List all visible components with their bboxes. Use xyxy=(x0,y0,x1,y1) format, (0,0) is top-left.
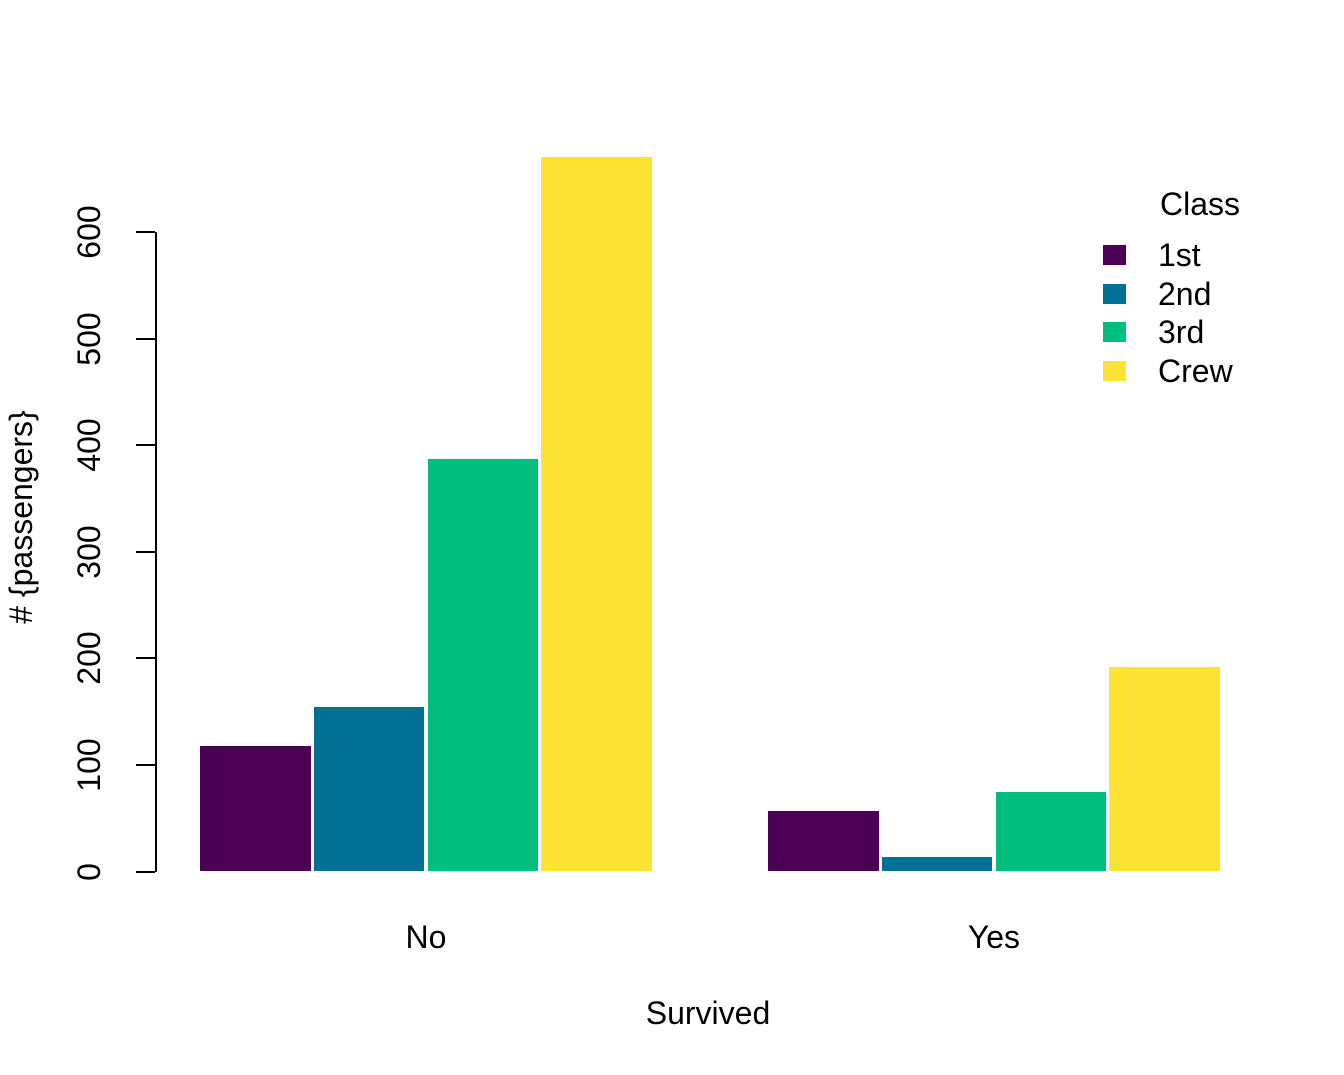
legend-label: 3rd xyxy=(1158,314,1205,351)
y-axis-tick xyxy=(136,444,155,447)
legend-swatch-3rd xyxy=(1103,322,1126,343)
x-category-label-no: No xyxy=(405,918,447,955)
y-axis-tick xyxy=(136,231,155,234)
bar-yes-3rd xyxy=(995,791,1107,872)
bar-no-3rd xyxy=(427,459,539,872)
legend-title: Class xyxy=(1160,186,1241,222)
y-axis-title: # {passengers} xyxy=(3,410,39,624)
y-axis-tick-label: 400 xyxy=(71,418,107,472)
legend-swatch-2nd xyxy=(1103,283,1126,304)
y-axis-tick xyxy=(136,763,155,766)
legend-label: 1st xyxy=(1158,237,1201,273)
y-axis-tick xyxy=(136,657,155,660)
bar-no-2nd xyxy=(313,707,425,872)
legend-item-2nd: 2nd xyxy=(1103,275,1212,312)
y-axis-tick xyxy=(136,870,155,873)
bar-yes-crew xyxy=(1109,666,1220,872)
y-axis-tick-label: 500 xyxy=(71,311,107,366)
legend-swatch-1st xyxy=(1103,245,1126,265)
bar-yes-2nd xyxy=(881,856,993,872)
bar-no-crew xyxy=(541,157,652,872)
y-axis-tick-label: 100 xyxy=(71,738,107,792)
y-axis-tick-label: 600 xyxy=(71,205,107,259)
bar-no-1st xyxy=(200,745,311,872)
x-category-label-yes: Yes xyxy=(967,918,1021,955)
bar-yes-1st xyxy=(768,810,879,872)
x-axis-title: Survived xyxy=(645,995,771,1031)
y-axis-tick xyxy=(136,550,155,553)
legend-swatch-crew xyxy=(1103,361,1126,382)
legend-label: Crew xyxy=(1158,353,1233,390)
y-axis-tick-label: 200 xyxy=(71,631,107,686)
y-axis-tick-label: 300 xyxy=(71,525,107,579)
legend-item-3rd: 3rd xyxy=(1103,314,1205,351)
legend-label: 2nd xyxy=(1158,275,1212,312)
y-axis-tick xyxy=(136,337,155,340)
y-axis-tick-label: 0 xyxy=(71,862,107,881)
y-axis-line xyxy=(155,232,157,873)
legend-item-1st: 1st xyxy=(1103,237,1201,273)
legend-item-crew: Crew xyxy=(1103,353,1233,390)
